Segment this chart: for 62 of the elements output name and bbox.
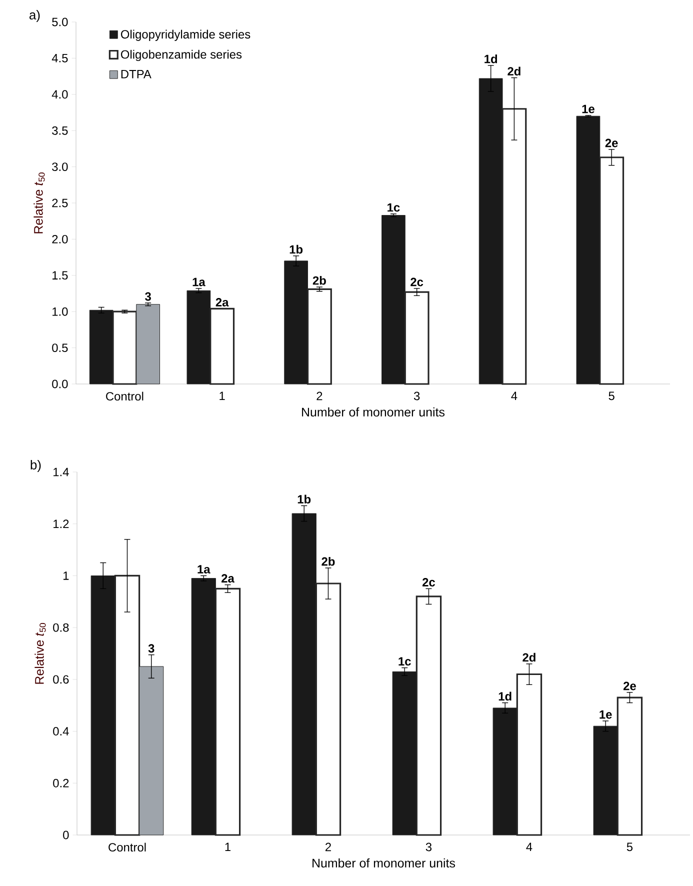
y-tick-label: 0 — [63, 830, 69, 840]
annotation: 1b — [290, 244, 303, 254]
chart-title: a) — [30, 10, 40, 22]
y-tick-label: 1.0 — [52, 307, 68, 316]
annotation: 2b — [322, 556, 335, 566]
x-tick-label: 1 — [225, 842, 230, 851]
y-tick-label: 1.2 — [54, 520, 69, 528]
legend-label: Oligopyridylamide series — [120, 30, 250, 41]
chart-title: b) — [30, 460, 41, 472]
annotation: 2e — [623, 682, 636, 690]
y-tick-label: 0.2 — [53, 778, 69, 788]
annotation: 1e — [582, 104, 594, 114]
y-tick-label: 1 — [63, 572, 69, 580]
y-tick-label: 3.5 — [52, 126, 68, 135]
legend-label: DTPA — [121, 70, 152, 78]
x-tick-label: 3 — [426, 842, 432, 852]
annotation: 1b — [298, 494, 311, 504]
y-tick-label: 1.5 — [52, 271, 68, 280]
y-tick-label: 0.0 — [52, 380, 68, 388]
annotation: 2c — [410, 278, 424, 286]
y-tick-label: 3.0 — [52, 162, 68, 172]
y-tick-label: 2.5 — [52, 198, 68, 208]
y-axis-title: Relative t$_{50}$ — [34, 172, 45, 234]
annotation: 1a — [192, 278, 206, 286]
annotation: 3 — [148, 644, 154, 653]
y-tick-label: 0.8 — [53, 623, 69, 632]
y-tick-label: 0.6 — [53, 675, 69, 684]
annotation: 1d — [484, 54, 498, 64]
annotation: 1c — [398, 657, 411, 666]
y-tick-label: 4.5 — [52, 54, 68, 62]
x-tick-label: 5 — [608, 392, 614, 400]
annotation: 2a — [216, 298, 229, 306]
x-tick-label: 3 — [414, 392, 420, 400]
annotation: 2a — [222, 574, 234, 583]
x-tick-label: 5 — [626, 842, 633, 852]
y-tick-label: 0.5 — [52, 344, 68, 352]
x-axis-title: Number of monomer units — [312, 858, 456, 868]
annotation: 1c — [388, 203, 400, 212]
y-tick-label: 1.4 — [54, 468, 69, 476]
x-tick-label: 2 — [326, 842, 331, 852]
x-tick-label: Control — [106, 392, 144, 401]
x-tick-label: 4 — [511, 392, 518, 400]
x-tick-label: 2 — [316, 392, 322, 400]
x-tick-label: 1 — [220, 392, 225, 400]
x-axis-title: Number of monomer units — [302, 407, 445, 417]
y-tick-label: 0.4 — [53, 727, 69, 736]
annotation: 2c — [422, 578, 436, 586]
annotation: 2d — [508, 66, 520, 76]
annotation: 2e — [605, 138, 618, 148]
y-tick-label: 5.0 — [52, 18, 68, 26]
annotation: 3 — [145, 292, 151, 301]
annotation: 1e — [600, 710, 612, 719]
x-tick-label: Control — [108, 842, 146, 852]
y-axis-title: Relative t$_{50}$ — [34, 623, 46, 684]
y-tick-label: 2.0 — [52, 234, 68, 244]
annotation: 2b — [312, 276, 326, 285]
legend-label: Oligobenzamide series — [120, 50, 242, 62]
annotation: 1a — [198, 565, 210, 574]
x-tick-label: 4 — [526, 842, 532, 851]
y-tick-label: 4.0 — [52, 90, 68, 99]
annotation: 1d — [498, 692, 512, 701]
annotation: 2d — [522, 652, 536, 662]
